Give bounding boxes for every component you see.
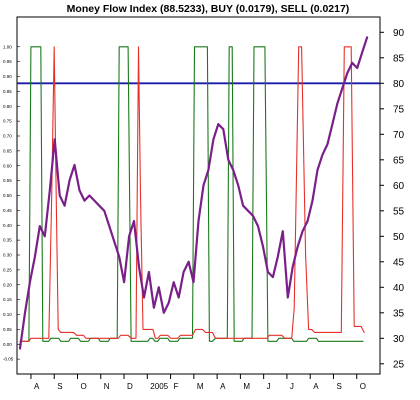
- right-tick-label: 90: [393, 28, 405, 39]
- left-tick-label: 0.25: [3, 267, 12, 272]
- x-tick-label: M: [243, 382, 250, 391]
- x-tick-label: F: [174, 382, 179, 391]
- right-axis: 25 30 35 40 45 50 55 60 65 70 75 80 85 90: [380, 28, 405, 370]
- left-tick-label: 1.00: [3, 44, 12, 49]
- left-tick-label: 0.65: [3, 148, 12, 153]
- right-tick-label: 70: [393, 130, 405, 141]
- x-tick-label: J: [290, 382, 294, 391]
- right-tick-label: 30: [393, 334, 405, 345]
- right-tick-label: 80: [393, 79, 405, 90]
- left-tick-label: -0.05: [3, 357, 14, 362]
- left-tick-label: 0.30: [3, 253, 12, 258]
- right-tick-label: 35: [393, 308, 405, 319]
- x-tick-label: S: [57, 382, 62, 391]
- left-tick-label: 0.90: [3, 74, 12, 79]
- left-tick-label: 0.00: [3, 342, 12, 347]
- left-tick-label: 0.50: [3, 193, 12, 198]
- x-tick-label: S: [336, 382, 341, 391]
- right-tick-label: 50: [393, 232, 405, 243]
- x-tick-label: D: [127, 382, 133, 391]
- left-tick-label: 0.45: [3, 208, 12, 213]
- x-tick-label: A: [34, 382, 40, 391]
- x-tick-label: N: [104, 382, 110, 391]
- left-tick-label: 0.15: [3, 297, 12, 302]
- left-tick-label: 0.10: [3, 312, 12, 317]
- series-layer: [18, 36, 369, 350]
- right-tick-label: 65: [393, 155, 405, 166]
- right-tick-label: 75: [393, 104, 405, 115]
- right-tick-label: 40: [393, 283, 405, 294]
- mfi-series-line: [18, 36, 369, 350]
- left-tick-label: 0.55: [3, 178, 12, 183]
- left-tick-label: 0.70: [3, 134, 12, 139]
- plot-frame: [16, 16, 381, 375]
- buy-series-line: [19, 46, 364, 342]
- sell-series-line: [19, 46, 365, 342]
- x-tick-label: O: [81, 382, 87, 391]
- right-tick-label: 60: [393, 181, 405, 192]
- left-axis: -0.05 0.00 0.05 0.10 0.15 0.20 0.25 0.30 0.35 0.4…: [3, 44, 20, 362]
- left-tick-label: 0.35: [3, 238, 12, 243]
- left-tick-label: 0.95: [3, 59, 12, 64]
- left-tick-label: 0.75: [3, 119, 12, 124]
- left-tick-label: 0.20: [3, 282, 12, 287]
- right-tick-label: 45: [393, 257, 405, 268]
- x-tick-label: M: [197, 382, 204, 391]
- x-tick-label: A: [220, 382, 226, 391]
- x-tick-label: A: [313, 382, 319, 391]
- x-axis: A S O N D 2005 F M A M J J A S O: [30, 374, 366, 391]
- x-tick-label: J: [267, 382, 271, 391]
- left-tick-label: 0.05: [3, 327, 12, 332]
- left-tick-label: 0.80: [3, 104, 12, 109]
- right-tick-label: 25: [393, 359, 405, 370]
- left-tick-label: 0.40: [3, 223, 12, 228]
- x-tick-label: 2005: [150, 382, 168, 391]
- right-tick-label: 85: [393, 53, 405, 64]
- x-tick-label: O: [360, 382, 366, 391]
- left-tick-label: 0.85: [3, 89, 12, 94]
- left-tick-label: 0.60: [3, 163, 12, 168]
- right-tick-label: 55: [393, 206, 405, 217]
- chart-title: Money Flow Index (88.5233), BUY (0.0179)…: [67, 3, 350, 15]
